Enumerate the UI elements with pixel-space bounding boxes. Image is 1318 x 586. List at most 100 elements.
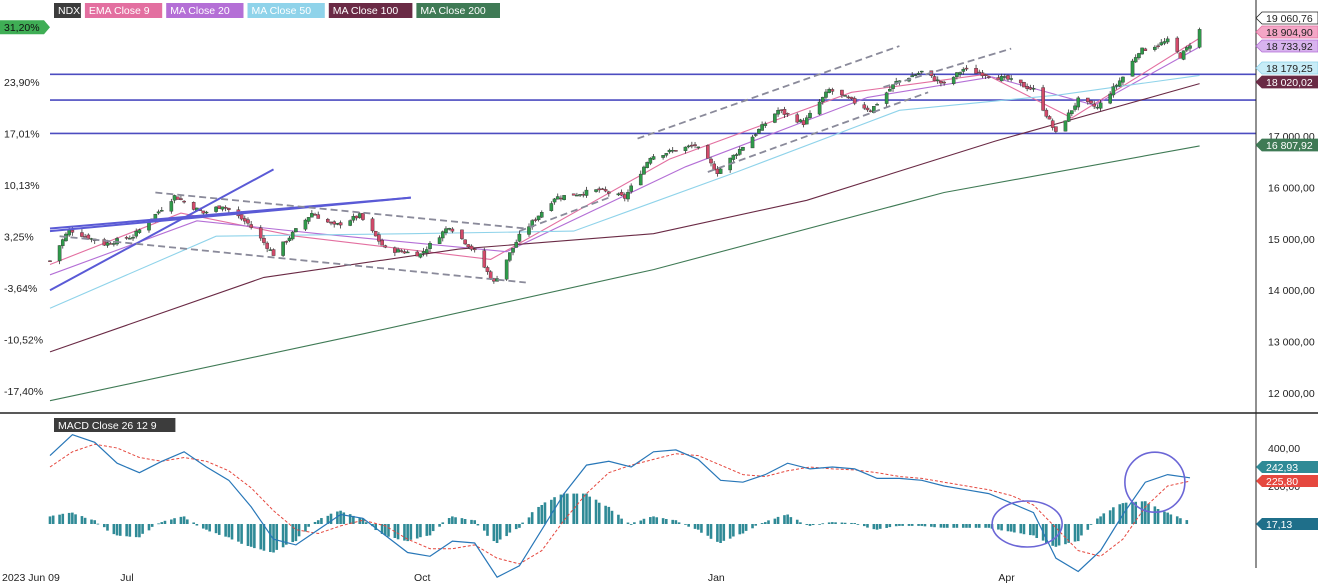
candle[interactable]	[757, 128, 761, 134]
candle[interactable]	[380, 238, 384, 246]
candle[interactable]	[709, 156, 713, 167]
candle[interactable]	[674, 150, 678, 152]
candle[interactable]	[281, 241, 285, 257]
candle[interactable]	[651, 154, 656, 161]
candle[interactable]	[271, 248, 276, 256]
candle[interactable]	[450, 227, 455, 234]
candle[interactable]	[460, 229, 464, 240]
candle[interactable]	[830, 87, 835, 95]
candle[interactable]	[1063, 120, 1068, 132]
candle[interactable]	[533, 217, 538, 223]
candle[interactable]	[131, 234, 135, 241]
candle[interactable]	[852, 96, 857, 106]
candle[interactable]	[974, 64, 978, 74]
candle[interactable]	[1117, 77, 1122, 88]
candle[interactable]	[472, 247, 477, 253]
candle[interactable]	[1162, 37, 1167, 46]
candle[interactable]	[552, 198, 557, 205]
candle[interactable]	[1076, 96, 1081, 111]
candle[interactable]	[958, 71, 962, 78]
candle[interactable]	[1047, 115, 1052, 120]
candle[interactable]	[1098, 100, 1103, 112]
candle[interactable]	[124, 235, 129, 240]
candle[interactable]	[294, 228, 298, 233]
candle[interactable]	[648, 157, 653, 166]
candle[interactable]	[776, 107, 780, 117]
candle[interactable]	[888, 85, 892, 92]
candle[interactable]	[1018, 79, 1023, 87]
candle[interactable]	[999, 73, 1004, 82]
candle[interactable]	[750, 134, 755, 149]
candle[interactable]	[785, 112, 790, 118]
trendline-solid[interactable]	[49, 168, 275, 292]
candle[interactable]	[290, 230, 295, 241]
candle[interactable]	[1022, 81, 1026, 88]
candle[interactable]	[482, 247, 487, 269]
candle[interactable]	[549, 201, 554, 212]
candle[interactable]	[1137, 52, 1141, 60]
candle[interactable]	[983, 73, 988, 80]
candle[interactable]	[935, 76, 940, 84]
candle[interactable]	[1185, 45, 1189, 53]
candle[interactable]	[795, 112, 800, 124]
candle[interactable]	[865, 105, 870, 112]
candle[interactable]	[306, 217, 311, 225]
candle[interactable]	[332, 220, 337, 228]
candle[interactable]	[191, 201, 196, 211]
candle[interactable]	[1153, 45, 1157, 52]
candle[interactable]	[1073, 102, 1077, 112]
price-panel[interactable]	[48, 27, 1202, 402]
candle[interactable]	[584, 186, 589, 198]
candle[interactable]	[1130, 58, 1135, 77]
macd-signal-line[interactable]	[49, 443, 1191, 565]
candle[interactable]	[444, 226, 448, 236]
candle[interactable]	[961, 67, 966, 75]
candle[interactable]	[884, 91, 889, 108]
candle[interactable]	[246, 217, 250, 227]
candle[interactable]	[514, 239, 519, 248]
candle[interactable]	[951, 76, 956, 86]
candle[interactable]	[137, 228, 142, 234]
candle[interactable]	[782, 106, 787, 119]
candle[interactable]	[737, 146, 742, 156]
ma-line-ma-close-200[interactable]	[49, 145, 1200, 402]
candle[interactable]	[910, 72, 914, 78]
candle[interactable]	[760, 121, 764, 131]
candle[interactable]	[265, 241, 269, 253]
candle[interactable]	[987, 76, 991, 79]
trendline-dashed[interactable]	[155, 191, 526, 230]
candle[interactable]	[763, 121, 768, 128]
candle[interactable]	[1197, 27, 1202, 49]
ma-line-ma-close-100[interactable]	[49, 83, 1200, 353]
candle[interactable]	[862, 102, 867, 110]
candle[interactable]	[734, 152, 739, 159]
candle[interactable]	[619, 189, 624, 196]
candle[interactable]	[683, 146, 688, 154]
candle[interactable]	[370, 216, 375, 233]
candle[interactable]	[977, 69, 982, 74]
candle[interactable]	[1054, 126, 1058, 134]
macd-highlight-circle[interactable]	[1124, 451, 1186, 514]
candle[interactable]	[159, 206, 164, 212]
candle[interactable]	[1031, 85, 1036, 92]
candle[interactable]	[808, 110, 812, 120]
candle[interactable]	[399, 248, 404, 253]
candle[interactable]	[638, 170, 643, 186]
candle[interactable]	[696, 146, 701, 150]
candle[interactable]	[1009, 75, 1013, 82]
candle[interactable]	[731, 154, 736, 162]
trendline-dashed[interactable]	[707, 91, 929, 173]
candle[interactable]	[48, 260, 52, 262]
candle[interactable]	[571, 193, 576, 196]
candle[interactable]	[1143, 47, 1148, 51]
candle[interactable]	[377, 232, 381, 245]
candle[interactable]	[508, 252, 512, 263]
candle[interactable]	[60, 238, 65, 249]
candle[interactable]	[175, 196, 180, 200]
candle[interactable]	[706, 144, 710, 159]
candle[interactable]	[80, 229, 84, 238]
candle[interactable]	[437, 235, 442, 244]
candle[interactable]	[351, 213, 356, 223]
candle[interactable]	[603, 186, 608, 193]
candle[interactable]	[686, 144, 691, 149]
